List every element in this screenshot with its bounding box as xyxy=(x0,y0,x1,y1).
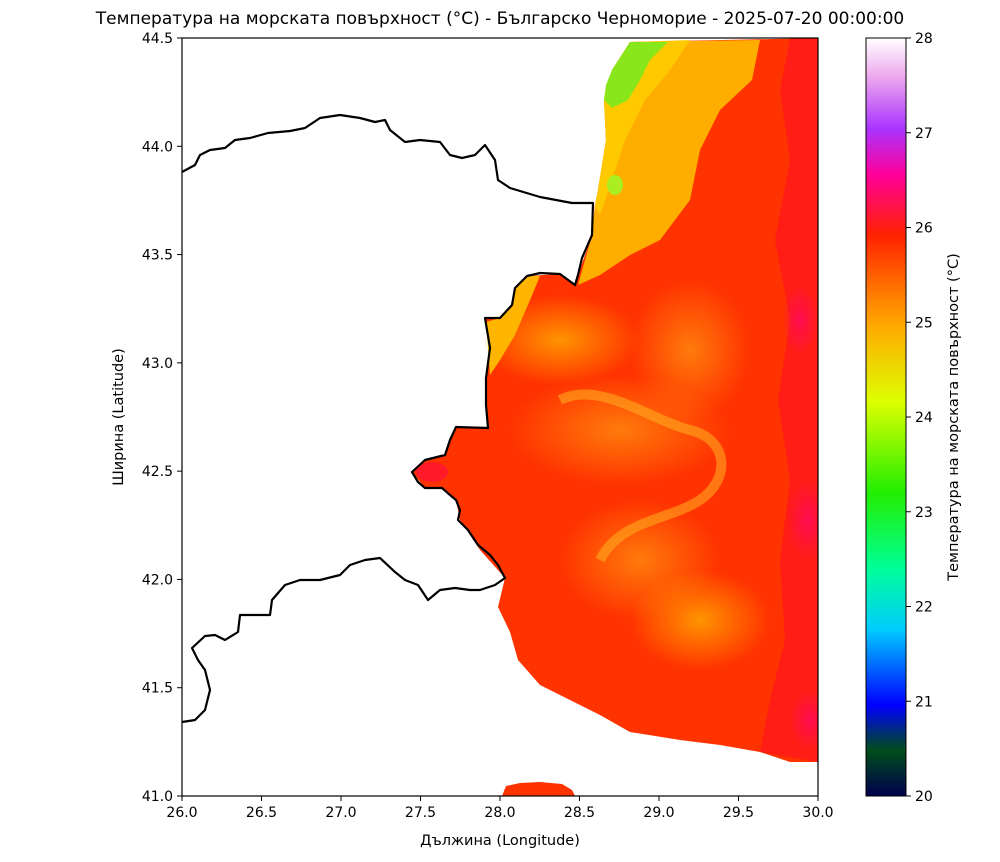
warm-spot-southeast xyxy=(790,690,818,750)
colorbar: 20 21 22 23 24 25 26 27 28 Температура на морска… xyxy=(865,31,962,805)
x-axis: 26.0 26.5 27.0 27.5 28.0 28.5 29.0 29.5 30.0 xyxy=(166,796,834,821)
northern-green-patch xyxy=(604,42,668,108)
warm-spot-northeast xyxy=(782,285,818,355)
colorbar-tick-label: 28 xyxy=(915,31,933,47)
y-tick-label: 41.0 xyxy=(142,789,173,805)
y-axis: 41.0 41.5 42.0 42.5 43.0 43.5 44.0 44.5 xyxy=(142,31,182,805)
colorbar-bar xyxy=(865,37,907,797)
y-axis-label: Ширина (Latitude) xyxy=(111,348,127,486)
eddy-northeast xyxy=(630,280,750,420)
colorbar-tick-label: 25 xyxy=(915,315,933,331)
colorbar-tick-label: 27 xyxy=(915,126,933,142)
warm-spot-east xyxy=(786,480,818,560)
colorbar-label: Температура на морската повърхност (°C) xyxy=(946,253,962,581)
green-spot-coast xyxy=(607,175,623,195)
x-tick-label: 26.0 xyxy=(166,805,197,821)
eddy-varna xyxy=(480,295,640,385)
y-tick-label: 43.0 xyxy=(142,356,173,372)
eddy-filament xyxy=(557,389,727,563)
y-tick-label: 43.5 xyxy=(142,248,173,264)
coastline xyxy=(182,113,595,724)
colorbar-tick-label: 21 xyxy=(915,694,933,710)
colorbar-tick-label: 23 xyxy=(915,505,933,521)
offshore-warm-band xyxy=(760,38,818,762)
x-tick-label: 29.0 xyxy=(643,805,674,821)
y-tick-label: 42.5 xyxy=(142,464,173,480)
burgas-bay-warm-spot xyxy=(416,462,448,482)
colorbar-tick-label: 22 xyxy=(915,600,933,616)
chart-title: Температура на морската повърхност (°C) … xyxy=(95,9,904,29)
y-tick-label: 41.5 xyxy=(142,681,173,697)
colorbar-tick-label: 26 xyxy=(915,221,933,237)
southern-warm-blob xyxy=(502,782,575,796)
x-tick-label: 28.5 xyxy=(564,805,595,821)
x-tick-label: 28.0 xyxy=(484,805,515,821)
colorbar-tick-label: 24 xyxy=(915,410,933,426)
x-tick-label: 27.5 xyxy=(405,805,436,821)
x-tick-label: 30.0 xyxy=(802,805,833,821)
x-tick-label: 27.0 xyxy=(325,805,356,821)
eddy-southeast xyxy=(630,570,770,670)
x-tick-label: 29.5 xyxy=(723,805,754,821)
map-plot-area xyxy=(182,38,818,796)
y-tick-label: 44.5 xyxy=(142,31,173,47)
colorbar-tick-label: 20 xyxy=(915,789,933,805)
x-tick-label: 26.5 xyxy=(246,805,277,821)
y-tick-label: 42.0 xyxy=(142,572,173,588)
y-tick-label: 44.0 xyxy=(142,139,173,155)
colorbar-ticks: 20 21 22 23 24 25 26 27 28 xyxy=(906,31,933,805)
x-axis-label: Дължина (Longitude) xyxy=(420,833,580,849)
